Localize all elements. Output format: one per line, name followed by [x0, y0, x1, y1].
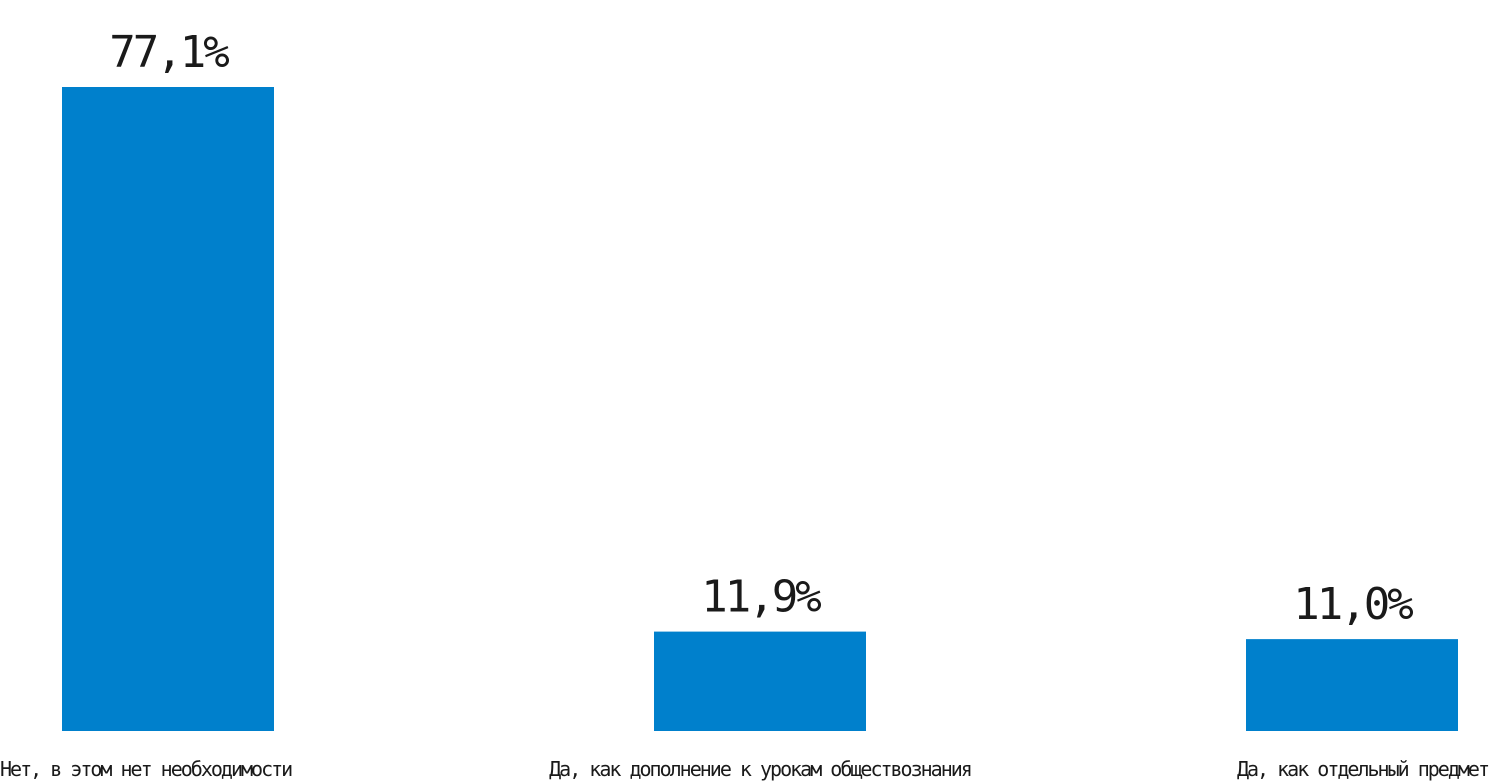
value-label-2: 11,9% — [701, 572, 821, 623]
value-label-3: 11,0% — [1293, 579, 1413, 630]
value-label-1: 77,1% — [109, 27, 229, 78]
bars-group — [62, 87, 1458, 731]
category-labels-group: Нет, в этом нет необходимости Да, как доп… — [0, 757, 1490, 781]
category-label-1: Нет, в этом нет необходимости — [0, 757, 292, 781]
bar-1 — [62, 87, 274, 731]
bar-3 — [1246, 639, 1458, 731]
bar-2 — [654, 631, 866, 731]
value-labels-group: 77,1% 11,9% 11,0% — [109, 27, 1416, 630]
category-label-2: Да, как дополнение к урокам обществознан… — [549, 757, 971, 781]
category-label-3: Да, как отдельный предмет — [1237, 757, 1489, 781]
